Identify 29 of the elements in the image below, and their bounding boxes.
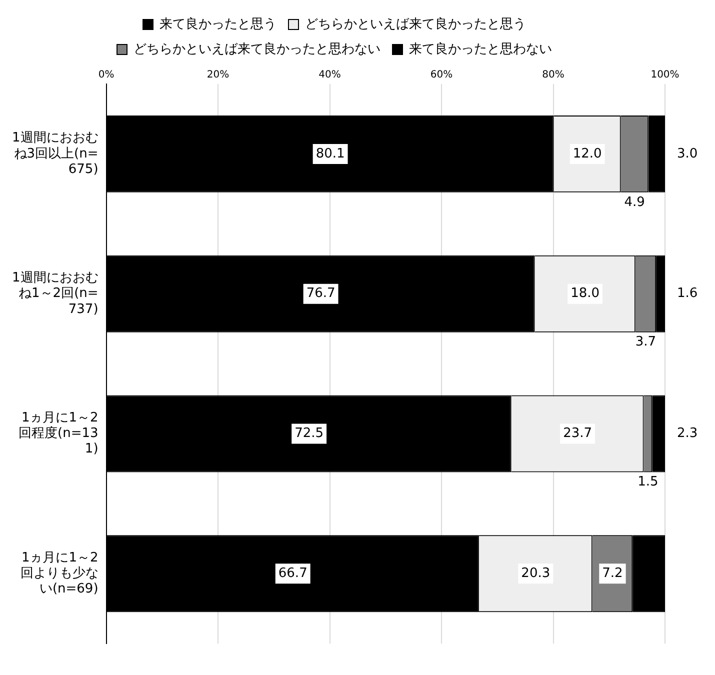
x-tick-label: 60%	[430, 70, 453, 81]
data-label: 66.7	[278, 566, 308, 582]
data-label: 4.9	[624, 194, 645, 210]
y-tick-label: 1週間におおむね1～2回(n=737)	[12, 270, 98, 317]
data-label: 12.0	[572, 146, 602, 162]
data-label: 3.0	[676, 146, 698, 162]
data-label: 3.7	[635, 334, 656, 350]
data-label: 1.6	[676, 286, 698, 302]
legend-label: 来て良かったと思う	[160, 16, 276, 32]
data-label: 80.1	[316, 146, 345, 162]
legend-label: どちらかといえば来て良かったと思う	[305, 16, 526, 32]
y-tick-label: 1ヵ月に1～2回程度(n=131)	[18, 410, 98, 457]
x-tick-label: 40%	[318, 70, 341, 81]
data-label: 7.2	[602, 566, 623, 582]
y-tick-label: 1週間におおむね3回以上(n=675)	[12, 130, 98, 177]
x-tick-label: 100%	[650, 70, 680, 81]
x-tick-label: 20%	[206, 70, 230, 81]
data-label: 2.3	[676, 426, 698, 442]
data-label: 76.7	[306, 286, 336, 302]
data-label: 20.3	[521, 566, 550, 582]
data-label: 23.7	[563, 426, 592, 442]
x-tick-label: 80%	[542, 70, 564, 81]
data-label: 1.5	[638, 474, 658, 490]
data-label: 72.5	[294, 426, 324, 442]
legend-label: 来て良かったと思わない	[409, 42, 552, 57]
data-label: 18.0	[570, 286, 600, 302]
x-tick-label: 0%	[98, 70, 114, 81]
y-tick-label: 1ヵ月に1～2回よりも少ない(n=69)	[20, 550, 98, 597]
legend-label: どちらかといえば来て良かったと思わない	[134, 42, 380, 57]
